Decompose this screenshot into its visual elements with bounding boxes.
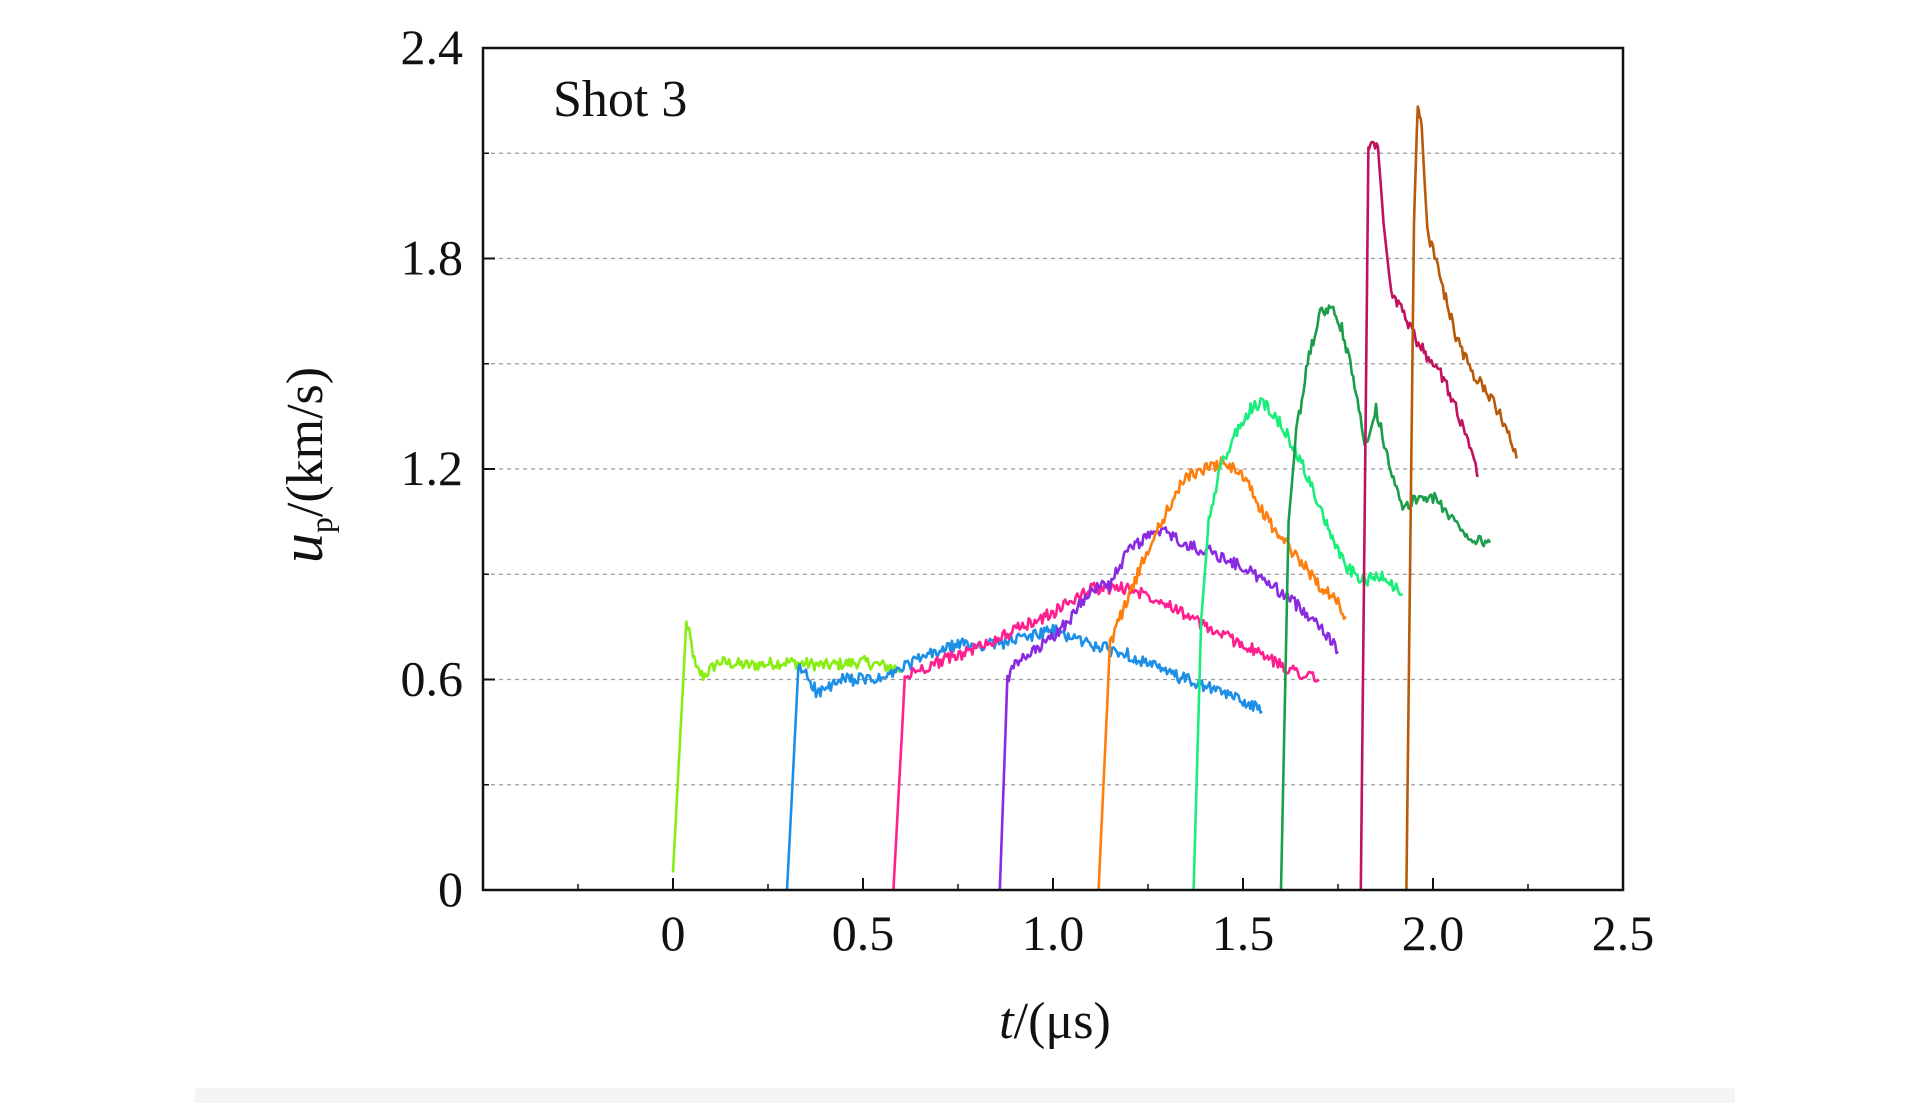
- y-axis-unit: /(km/s): [277, 367, 334, 517]
- x-tick-label: 1.5: [1212, 905, 1275, 961]
- series-line: [892, 581, 1320, 891]
- axis-ticks: [483, 47, 1624, 891]
- series-line: [1405, 105, 1518, 891]
- series-line: [998, 526, 1339, 891]
- x-tick-label: 0: [661, 905, 686, 961]
- grid-lines: [483, 152, 1623, 786]
- y-tick-label: 0.6: [401, 651, 464, 707]
- series-line: [1279, 304, 1492, 891]
- y-tick-label: 2.4: [401, 19, 464, 75]
- series-line: [671, 620, 903, 873]
- x-axis-unit: /(μs): [1014, 993, 1111, 1050]
- x-tick-label: 0.5: [832, 905, 895, 961]
- y-tick-label: 1.2: [401, 440, 464, 496]
- series-lines: [671, 105, 1518, 891]
- y-tick-label: 0: [438, 861, 463, 917]
- series-line: [785, 623, 1263, 891]
- x-tick-labels: 0 0.5 1.0 1.5 2.0 2.5: [661, 905, 1655, 961]
- series-line: [1192, 397, 1404, 891]
- x-tick-label: 2.0: [1402, 905, 1465, 961]
- x-tick-label: 2.5: [1592, 905, 1655, 961]
- y-tick-label: 1.8: [401, 230, 464, 286]
- bottom-band: [195, 1088, 1735, 1103]
- y-axis-title: up/(km/s): [269, 367, 339, 563]
- shot-annotation: Shot 3: [553, 71, 687, 128]
- y-axis-subscript: p: [303, 517, 339, 533]
- y-axis-variable: u: [269, 533, 335, 563]
- series-line: [1097, 456, 1347, 891]
- x-axis-title: t/(μs): [999, 993, 1111, 1050]
- series-line: [1359, 140, 1479, 891]
- x-tick-label: 1.0: [1022, 905, 1085, 961]
- y-tick-labels: 0 0.6 1.2 1.8 2.4: [401, 19, 464, 917]
- x-axis-variable: t: [999, 993, 1015, 1050]
